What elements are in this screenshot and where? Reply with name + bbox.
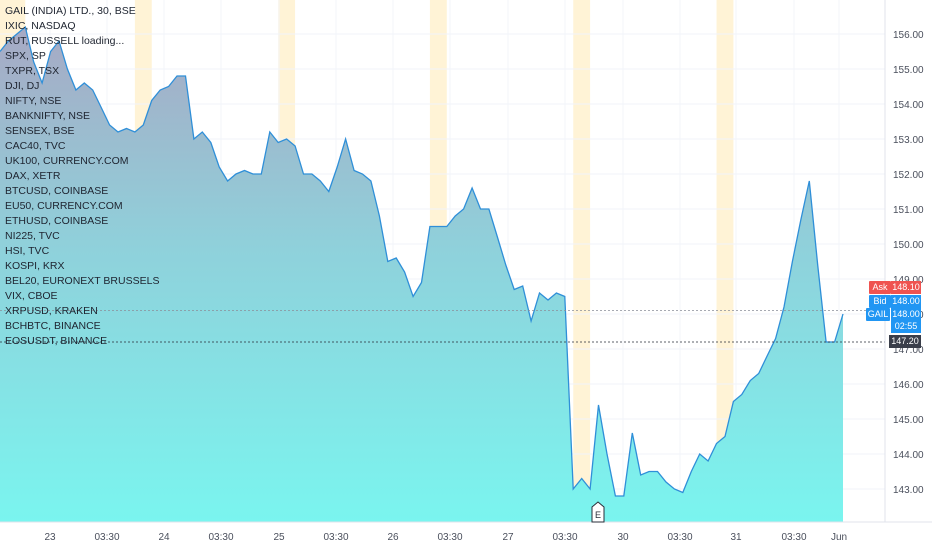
legend-item[interactable]: GAIL (INDIA) LTD., 30, BSE (5, 5, 136, 17)
price-axis[interactable]: 143.00 144.00 145.00 146.00 147.00 148.00 149.… (893, 30, 924, 496)
legend-item[interactable]: NIFTY, NSE (5, 95, 62, 107)
legend-item[interactable]: RUT, RUSSELL loading... (5, 35, 125, 47)
legend-item[interactable]: EU50, CURRENCY.COM (5, 200, 123, 212)
price-area-fill (0, 27, 843, 522)
time-tick-label: 26 (387, 532, 399, 543)
price-tick-label: 147.00 (893, 345, 924, 356)
price-tick-label: 156.00 (893, 30, 924, 41)
legend-item[interactable]: ETHUSD, COINBASE (5, 215, 109, 227)
price-tick-label: 146.00 (893, 380, 924, 391)
legend-item[interactable]: SENSEX, BSE (5, 125, 75, 137)
ask-label: Ask (869, 281, 891, 294)
time-tick-label: 27 (502, 532, 514, 543)
time-tick-label: 03:30 (552, 532, 577, 543)
time-tick-label: 25 (273, 532, 285, 543)
price-tick-label: 153.00 (893, 135, 924, 146)
legend-item[interactable]: BANKNIFTY, NSE (5, 110, 90, 122)
time-tick-label: 31 (730, 532, 742, 543)
price-tick-label: 155.00 (893, 65, 924, 76)
price-tick-label: 143.00 (893, 485, 924, 496)
time-tick-label: 03:30 (94, 532, 119, 543)
legend-item[interactable]: DAX, XETR (5, 170, 61, 182)
session-band (573, 0, 591, 522)
legend-item[interactable]: KOSPI, KRX (5, 260, 65, 272)
time-tick-label: Jun (831, 532, 847, 543)
legend-item[interactable]: EOSUSDT, BINANCE (5, 335, 108, 347)
legend-item[interactable]: UK100, CURRENCY.COM (5, 155, 129, 167)
price-tick-label: 154.00 (893, 100, 924, 111)
legend-item[interactable]: IXIC, NASDAQ (5, 20, 76, 32)
legend-item[interactable]: DJI, DJ (5, 80, 40, 92)
bid-label: Bid (869, 295, 891, 308)
earnings-marker[interactable]: E (591, 501, 605, 523)
price-tick-label: 149.00 (893, 275, 924, 286)
time-axis[interactable]: 23 03:30 24 03:30 25 03:30 26 03:30 27 03:30 30 03:… (44, 532, 847, 543)
legend-item[interactable]: TXPR, TSX (5, 65, 60, 77)
legend-item[interactable]: BEL20, EURONEXT BRUSSELS (5, 275, 160, 287)
legend-item[interactable]: BCHBTC, BINANCE (5, 320, 101, 332)
legend-item[interactable]: VIX, CBOE (5, 290, 58, 302)
time-tick-label: 23 (44, 532, 56, 543)
price-tick-label: 150.00 (893, 240, 924, 251)
price-tick-label: 144.00 (893, 450, 924, 461)
time-tick-label: 03:30 (208, 532, 233, 543)
legend-item[interactable]: XRPUSD, KRAKEN (5, 305, 98, 317)
symbol-label: GAIL (866, 308, 890, 321)
price-tick-label: 152.00 (893, 170, 924, 181)
price-tick-label: 151.00 (893, 205, 924, 216)
line-price-value: 147.20 (889, 335, 921, 348)
reference-lines (0, 310, 885, 343)
price-tick-label: 145.00 (893, 415, 924, 426)
bar-countdown: 02:55 (891, 320, 921, 333)
time-tick-label: 30 (617, 532, 629, 543)
legend-item[interactable]: HSI, TVC (5, 245, 50, 257)
session-band (716, 0, 734, 522)
symbol-legend: GAIL (INDIA) LTD., 30, BSE IXIC, NASDAQ RU… (5, 4, 159, 349)
bid-value: 148.00 (891, 295, 921, 308)
time-tick-label: 03:30 (667, 532, 692, 543)
last-price-value: 148.00 (891, 308, 921, 321)
price-line (0, 25, 844, 497)
time-tick-label: 03:30 (781, 532, 806, 543)
legend-item[interactable]: NI225, TVC (5, 230, 60, 242)
legend-item[interactable]: BTCUSD, COINBASE (5, 185, 109, 197)
time-tick-label: 03:30 (437, 532, 462, 543)
time-tick-label: 03:30 (323, 532, 348, 543)
earnings-icon: E (595, 510, 601, 520)
legend-item[interactable]: CAC40, TVC (5, 140, 66, 152)
time-tick-label: 24 (158, 532, 170, 543)
legend-item[interactable]: SPX, SP (5, 50, 46, 62)
ask-value: 148.10 (891, 281, 921, 294)
